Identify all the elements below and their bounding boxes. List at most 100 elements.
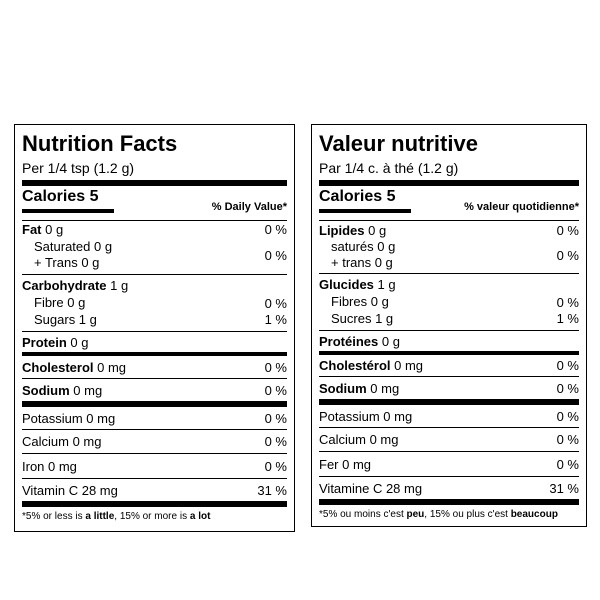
divider [319,220,579,221]
footnote-bold: a little [85,511,115,522]
divider [22,220,287,221]
footnote: *5% ou moins c'est peu, 15% ou plus c'es… [319,509,579,521]
serving-size: Per 1/4 tsp (1.2 g) [22,160,135,176]
saturated-trans-dv: 0 % [556,247,579,263]
serving-size: Par 1/4 c. à thé (1.2 g) [319,160,459,176]
sodium-row: Sodium 0 mg 0 % [319,377,579,399]
divider [22,478,287,479]
daily-value-header: % valeur quotidienne* [464,201,579,213]
sodium-amount: 0 mg [370,380,400,396]
fat-row: Fat 0 g 0 % [22,221,287,238]
vitamin-c-label: Vitamine C 28 mg [319,480,423,496]
carbohydrate-row: Glucides 1 g [319,274,579,294]
protein-row: Protein 0 g [22,332,287,352]
fibre-label: Fibre 0 g [34,295,86,310]
panel-title: Valeur nutritive [319,131,478,156]
potassium-dv: 0 % [556,408,579,424]
divider [22,378,287,379]
cholesterol-label: Cholesterol [22,359,94,375]
fat-dv: 0 % [264,222,287,237]
cholesterol-amount: 0 mg [394,358,424,373]
panel-title: Nutrition Facts [22,131,178,156]
fibre-row: Fibres 0 g 0 % [319,294,579,310]
divider [22,352,287,356]
divider [319,499,579,505]
daily-value-header: % Daily Value* [211,201,287,213]
divider [319,399,579,405]
saturated-trans-row: saturés 0 g + trans 0 g 0 % [319,239,579,271]
calories-label: Calories 5 [319,188,396,205]
footnote-bold: a lot [189,511,211,522]
carbohydrate-amount: 1 g [377,276,396,292]
sodium-dv: 0 % [556,380,579,396]
divider [319,476,579,477]
protein-label: Protéines [319,333,379,349]
carbohydrate-label: Glucides [319,276,374,292]
vitamin-c-row: Vitamin C 28 mg 31 % [22,479,287,501]
cholesterol-dv: 0 % [264,359,287,375]
protein-amount: 0 g [381,333,400,349]
iron-row: Iron 0 mg 0 % [22,454,287,478]
carbohydrate-amount: 1 g [110,277,129,293]
sugars-label: Sucres 1 g [331,310,394,326]
protein-label: Protein [22,334,67,350]
protein-row: Protéines 0 g [319,331,579,351]
sugars-label: Sugars 1 g [34,311,97,327]
calories-underline [22,209,114,213]
fat-amount: 0 g [45,222,64,237]
calcium-row: Calcium 0 mg 0 % [319,428,579,451]
sodium-row: Sodium 0 mg 0 % [22,379,287,401]
calcium-dv: 0 % [556,432,579,447]
sugars-row: Sucres 1 g 1 % [319,310,579,327]
saturated-label: saturés 0 g [331,239,396,254]
cholesterol-amount: 0 mg [97,359,127,375]
iron-dv: 0 % [556,456,579,472]
fibre-dv: 0 % [556,294,579,310]
cholesterol-dv: 0 % [556,358,579,373]
nutrition-facts-panel-french: Valeur nutritive Par 1/4 c. à thé (1.2 g… [311,124,587,527]
divider [319,351,579,355]
sodium-dv: 0 % [264,382,287,398]
footnote-bold: peu [406,509,425,520]
calcium-label: Calcium 0 mg [22,434,102,449]
trans-label: + Trans 0 g [34,255,100,270]
potassium-label: Potassium 0 mg [319,408,413,424]
fibre-dv: 0 % [264,295,287,311]
carbohydrate-label: Carbohydrate [22,277,107,293]
trans-label: + trans 0 g [331,255,393,270]
calcium-row: Calcium 0 mg 0 % [22,430,287,453]
carbohydrate-row: Carbohydrate 1 g [22,275,287,295]
calories-underline [319,209,411,213]
divider [22,401,287,407]
divider [319,330,579,331]
cholesterol-row: Cholestérol 0 mg 0 % [319,355,579,376]
vitamin-c-label: Vitamin C 28 mg [22,482,118,498]
footnote-text: , 15% ou plus c'est [424,509,511,520]
cholesterol-row: Cholesterol 0 mg 0 % [22,356,287,378]
footnote-text: , 15% or more is [114,511,190,522]
potassium-label: Potassium 0 mg [22,410,116,426]
protein-amount: 0 g [70,334,89,350]
divider [319,451,579,452]
calories-label: Calories 5 [22,188,99,205]
iron-label: Iron 0 mg [22,458,77,474]
divider [22,453,287,454]
vitamin-c-dv: 31 % [257,482,287,498]
footnote-bold: beaucoup [510,509,558,520]
potassium-row: Potassium 0 mg 0 % [22,407,287,429]
fat-label: Fat [22,222,42,237]
calories-block: Calories 5 % valeur quotidienne* [319,186,579,220]
divider [22,274,287,275]
calories-block: Calories 5 % Daily Value* [22,186,287,220]
divider [319,273,579,274]
fat-dv: 0 % [556,222,579,238]
iron-dv: 0 % [264,458,287,474]
nutrition-facts-panel-english: Nutrition Facts Per 1/4 tsp (1.2 g) Calo… [14,124,295,532]
saturated-trans-row: Saturated 0 g + Trans 0 g 0 % [22,238,287,272]
calcium-dv: 0 % [264,434,287,449]
sugars-dv: 1 % [556,311,579,326]
iron-label: Fer 0 mg [319,456,372,472]
sugars-row: Sugars 1 g 1 % [22,311,287,328]
sodium-label: Sodium [319,380,367,396]
iron-row: Fer 0 mg 0 % [319,452,579,476]
